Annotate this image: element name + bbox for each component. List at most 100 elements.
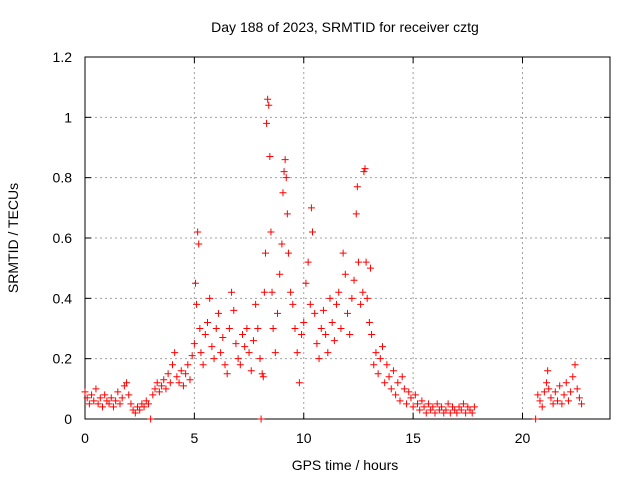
data-point: [400, 385, 408, 393]
data-point: [573, 385, 581, 393]
data-point: [280, 168, 288, 176]
data-point: [381, 379, 389, 387]
data-point: [293, 349, 301, 357]
data-point: [191, 279, 199, 287]
data-point: [160, 376, 168, 384]
data-point: [392, 391, 400, 399]
data-point: [151, 385, 159, 393]
data-point: [536, 397, 544, 405]
y-tick-label: 0.8: [53, 170, 73, 186]
data-point: [232, 340, 240, 348]
data-point: [575, 394, 583, 402]
data-point: [252, 300, 260, 308]
data-point: [177, 367, 185, 375]
data-point: [225, 325, 233, 332]
data-point: [266, 153, 274, 161]
data-point: [188, 352, 196, 360]
data-point: [281, 156, 289, 164]
data-point: [534, 391, 542, 399]
data-point: [403, 400, 411, 408]
data-point: [405, 388, 413, 396]
data-point: [184, 361, 192, 369]
data-point: [158, 382, 166, 390]
data-point: [256, 355, 264, 363]
data-point: [306, 300, 314, 308]
data-point: [284, 249, 292, 257]
data-point: [547, 394, 555, 402]
data-point: [411, 391, 419, 399]
data-point: [420, 403, 428, 411]
data-point: [543, 379, 551, 387]
grid-lines: [85, 57, 610, 419]
data-point: [127, 400, 135, 408]
data-point: [118, 394, 126, 402]
x-tick-label: 0: [81, 430, 89, 446]
data-point: [257, 415, 265, 423]
data-point: [438, 403, 446, 411]
data-point: [468, 409, 476, 417]
data-point: [155, 388, 163, 396]
data-point: [96, 394, 104, 402]
data-point: [125, 391, 133, 399]
data-point: [112, 397, 120, 405]
data-point: [236, 361, 244, 369]
data-point: [354, 258, 362, 266]
data-point: [208, 343, 216, 351]
y-tick-label: 0.4: [53, 290, 73, 306]
data-point: [374, 370, 382, 378]
data-point: [407, 394, 415, 402]
x-tick-label: 15: [405, 430, 421, 446]
data-point: [90, 397, 98, 405]
data-point: [442, 406, 450, 414]
data-point: [249, 337, 257, 345]
data-point: [348, 294, 356, 302]
data-point: [453, 409, 461, 417]
data-point: [564, 397, 572, 405]
data-point: [385, 373, 393, 381]
data-point: [569, 373, 577, 381]
data-point: [259, 373, 267, 381]
data-point: [182, 370, 190, 378]
data-point: [324, 349, 332, 357]
data-point: [131, 409, 139, 417]
data-point: [282, 174, 290, 182]
data-point: [353, 183, 361, 191]
data-point: [210, 355, 218, 363]
data-point: [357, 300, 365, 308]
data-point: [230, 306, 238, 314]
data-point: [243, 325, 251, 332]
data-point: [409, 403, 417, 411]
data-point: [326, 294, 334, 302]
data-point: [212, 325, 220, 332]
data-point: [254, 325, 262, 332]
data-point: [223, 370, 231, 378]
data-point: [300, 318, 308, 326]
data-point: [398, 373, 406, 381]
data-point: [88, 391, 96, 399]
data-point: [304, 258, 312, 266]
data-point: [372, 349, 380, 357]
data-point: [322, 331, 330, 339]
data-point: [193, 300, 201, 308]
data-point: [289, 300, 297, 308]
data-point: [144, 400, 152, 408]
data-point: [341, 270, 349, 278]
data-point: [204, 318, 211, 326]
data-point: [166, 379, 174, 387]
data-point: [195, 240, 203, 248]
data-point: [83, 394, 91, 402]
data-point: [199, 361, 207, 369]
data-point: [328, 318, 336, 326]
data-point: [140, 403, 148, 411]
data-point: [228, 288, 236, 296]
data-point: [313, 340, 321, 348]
data-point: [114, 388, 122, 396]
data-point: [116, 400, 124, 408]
data-point: [433, 400, 441, 408]
data-point: [153, 379, 161, 387]
data-point: [431, 409, 439, 417]
data-point: [376, 355, 384, 363]
data-point: [365, 318, 373, 326]
data-point: [186, 376, 194, 384]
